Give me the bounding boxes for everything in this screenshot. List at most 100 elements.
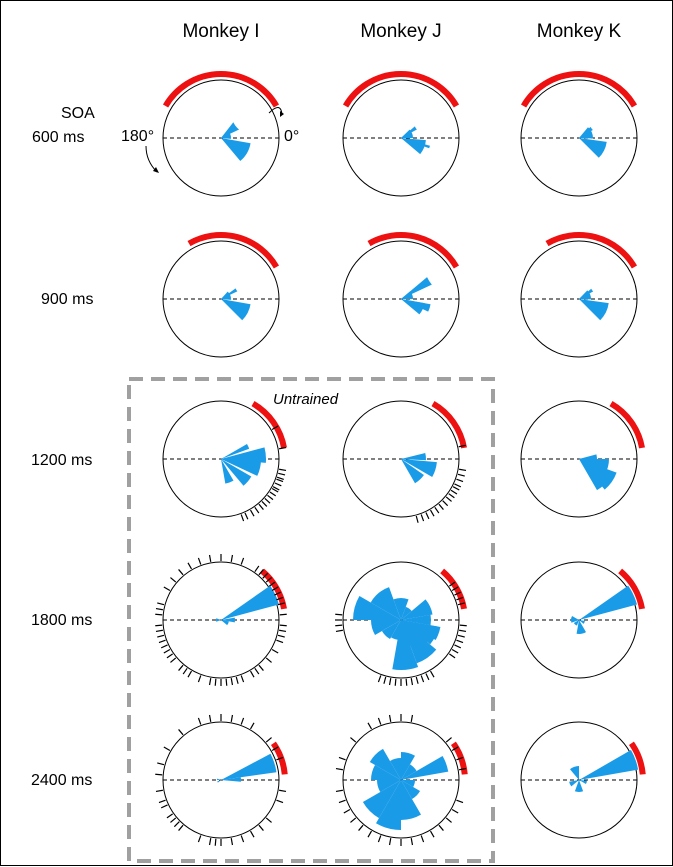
response-tick [445,737,452,743]
rotation-arrows [145,107,284,173]
rose-wedge [401,599,433,620]
rose-wedge [221,459,234,484]
row-label-600: 600 ms [32,129,85,146]
response-tick [170,577,177,583]
response-tick [271,746,279,752]
response-tick [343,808,351,814]
rose-wedge [221,585,279,620]
response-tick [163,586,171,592]
row-label-2400: 2400 ms [31,772,93,789]
response-tick [254,667,260,675]
rose-wedge [371,765,401,780]
rose-wedge [401,459,424,484]
soa-caption: SOA [61,105,95,122]
response-tick [258,664,264,671]
rose-wedge [370,587,401,620]
response-tick [178,664,184,671]
rose-wedge [579,288,594,299]
response-tick [420,835,425,843]
response-tick [163,648,171,654]
rose-wedge [217,778,221,780]
polar-panel [520,721,646,839]
rose-wedge [573,620,579,626]
untrained-box [127,377,495,863]
rose-wedge [401,780,421,800]
response-tick [235,676,239,684]
response-tick [456,639,464,644]
rose-wedge [216,618,221,622]
response-tick [182,667,188,675]
response-tick [155,629,164,633]
response-tick [335,613,343,616]
response-tick [271,487,279,493]
response-tick [178,569,184,576]
response-tick [240,514,245,522]
rose-wedge [390,758,401,780]
response-tick [274,482,282,487]
response-tick [265,737,272,743]
target-arc [618,568,645,610]
rose-wedge [579,138,607,158]
rose-wedge [401,459,437,477]
target-arc [545,232,638,269]
response-tick [267,494,274,501]
response-tick [230,554,234,563]
rose-wedge [401,620,431,650]
response-tick [452,486,460,491]
response-tick [254,565,260,573]
response-tick [410,837,414,846]
response-tick [271,648,279,654]
response-tick [271,425,279,431]
response-tick [458,629,467,633]
response-tick [240,835,245,843]
response-tick [335,624,343,627]
response-tick [438,503,444,510]
response-tick [276,639,284,644]
response-tick [445,817,452,823]
response-tick [265,817,272,823]
rose-wedge [221,288,238,299]
response-tick [258,569,264,576]
target-arc [520,71,638,108]
rose-wedge [221,138,251,161]
row-label-1200: 1200 ms [31,452,93,469]
response-tick [377,717,382,725]
response-tick [258,824,264,831]
polar-panel [335,561,467,686]
response-tick [214,838,217,846]
rose-wedge [579,138,601,147]
response-tick [459,624,467,627]
response-tick [278,629,287,633]
response-tick [249,830,255,838]
response-tick [187,562,193,570]
label-0-degrees: 0° [284,128,300,145]
column-header-monkey-i: Monkey I [182,21,260,42]
rose-wedge [401,756,449,780]
response-tick [335,789,344,793]
rose-wedge [376,780,401,830]
response-tick [388,714,392,723]
response-tick [457,602,465,606]
response-tick [457,473,465,477]
response-tick [458,767,467,771]
polar-panel [162,400,287,522]
response-tick [445,496,452,502]
response-tick [173,821,180,828]
response-tick [178,729,184,736]
response-tick [451,648,459,654]
response-tick [157,634,165,638]
response-tick [197,835,202,843]
response-tick [158,639,166,644]
target-arc [367,232,460,269]
response-tick [240,675,245,683]
response-tick [377,835,382,843]
response-tick [394,678,397,686]
response-tick [454,644,462,649]
response-tick [278,446,287,450]
rose-wedge [221,617,235,623]
rose-wedge [570,766,579,780]
response-tick [429,830,435,838]
response-tick [425,512,430,520]
response-tick [187,670,193,678]
response-tick [271,586,279,592]
